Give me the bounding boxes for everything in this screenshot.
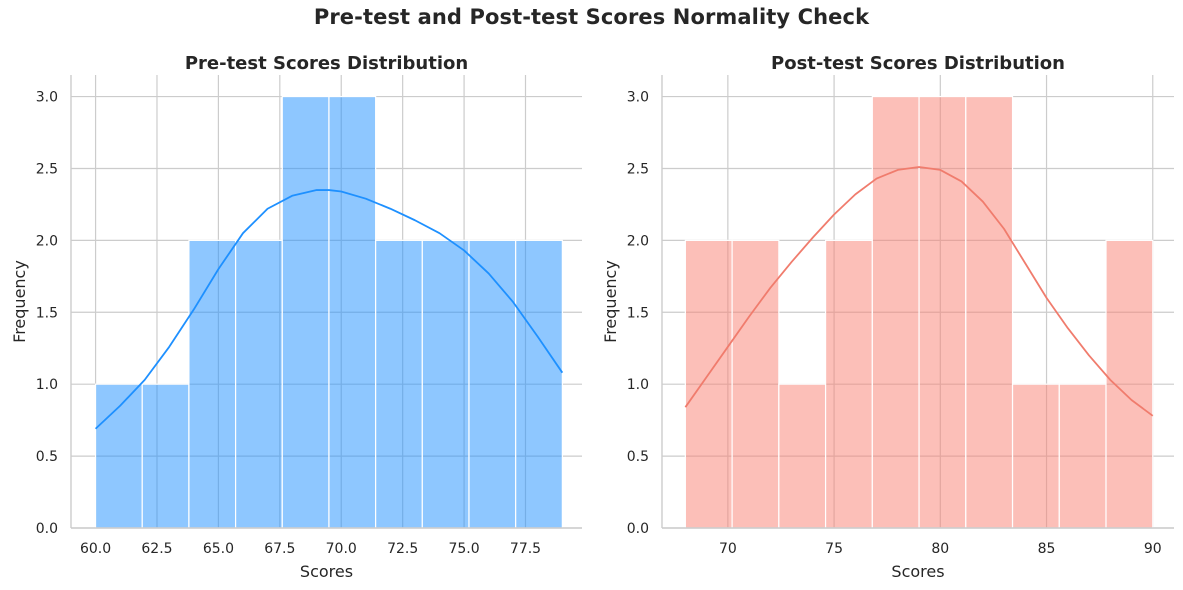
pre-test-histogram-bar — [515, 239, 563, 529]
pre-test-histogram-bar — [468, 239, 517, 529]
pre-test-x-tick-label: 67.5 — [264, 541, 295, 557]
pre-test-histogram-bar — [141, 383, 190, 529]
pre-test-kde-line — [94, 189, 564, 430]
pre-test-x-tick-label: 60.0 — [80, 541, 111, 557]
post-test-x-tick-label: 70 — [719, 541, 737, 557]
post-test-chart: 70 75 80 85 90 0.0 0.5 1.0 1.5 2.0 2.5 3.0 Post-test… — [601, 53, 1174, 581]
post-test-x-axis-label: Scores — [891, 562, 944, 581]
pre-test-chart-title: Pre-test Scores Distribution — [185, 53, 468, 74]
post-test-histogram-bar — [871, 95, 920, 529]
pre-test-histogram-bar — [328, 95, 377, 529]
pre-test-x-tick-label: 72.5 — [387, 541, 418, 557]
pre-test-y-tick-label: 2.5 — [36, 161, 58, 177]
post-test-histogram-bar — [684, 239, 733, 529]
pre-test-x-axis-label: Scores — [300, 562, 353, 581]
pre-test-y-tick-label: 0.0 — [36, 521, 58, 537]
pre-test-x-tick-label: 77.5 — [510, 541, 541, 557]
post-test-histogram-bar — [1011, 383, 1060, 529]
post-test-y-tick-label: 1.5 — [627, 305, 649, 321]
pre-test-y-tick-label: 3.0 — [36, 90, 58, 106]
post-test-histogram-bar — [731, 239, 780, 529]
pre-test-chart: 60.0 62.5 65.0 67.5 70.0 72.5 75.0 77.5 0.0 0.5 1.… — [10, 53, 582, 581]
pre-test-y-axis-label: Frequency — [10, 260, 29, 343]
pre-test-histogram-bar — [281, 95, 330, 529]
pre-test-y-tick-label: 0.5 — [36, 449, 58, 465]
pre-test-histogram-bar — [375, 239, 423, 529]
pre-test-y-tick-label: 2.0 — [36, 233, 58, 249]
post-test-x-tick-label: 75 — [825, 541, 843, 557]
post-test-x-tick-label: 90 — [1144, 541, 1162, 557]
post-test-histogram-bar — [1058, 383, 1107, 529]
post-test-y-tick-label: 2.0 — [627, 233, 649, 249]
post-test-histogram-bar — [918, 95, 967, 529]
pre-test-x-tick-label: 65.0 — [203, 541, 234, 557]
pre-test-y-tick-label: 1.5 — [36, 305, 58, 321]
post-test-y-tick-label: 1.0 — [627, 377, 649, 393]
post-test-histogram-bar — [824, 239, 873, 529]
post-test-y-tick-label: 0.0 — [627, 521, 649, 537]
figure-title: Pre-test and Post-test Scores Normality … — [313, 5, 870, 29]
post-test-y-tick-label: 3.0 — [627, 90, 649, 106]
post-test-x-tick-label: 85 — [1038, 541, 1056, 557]
pre-test-histogram-bar — [188, 239, 237, 529]
pre-test-x-tick-label: 62.5 — [141, 541, 172, 557]
post-test-y-tick-label: 2.5 — [627, 161, 649, 177]
post-test-histogram-bar — [778, 383, 827, 529]
post-test-y-axis-label: Frequency — [601, 260, 620, 343]
post-test-kde-line — [684, 166, 1154, 417]
pre-test-histogram-bar — [235, 239, 283, 529]
pre-test-x-tick-label: 75.0 — [448, 541, 479, 557]
post-test-y-tick-label: 0.5 — [627, 449, 649, 465]
post-test-histogram-bar — [1105, 239, 1154, 529]
post-test-x-tick-label: 80 — [931, 541, 949, 557]
post-test-histogram-bar — [965, 95, 1014, 529]
pre-test-histogram-bar — [421, 239, 470, 529]
post-test-chart-title: Post-test Scores Distribution — [771, 53, 1065, 74]
pre-test-x-tick-label: 70.0 — [326, 541, 357, 557]
pre-test-y-tick-label: 1.0 — [36, 377, 58, 393]
